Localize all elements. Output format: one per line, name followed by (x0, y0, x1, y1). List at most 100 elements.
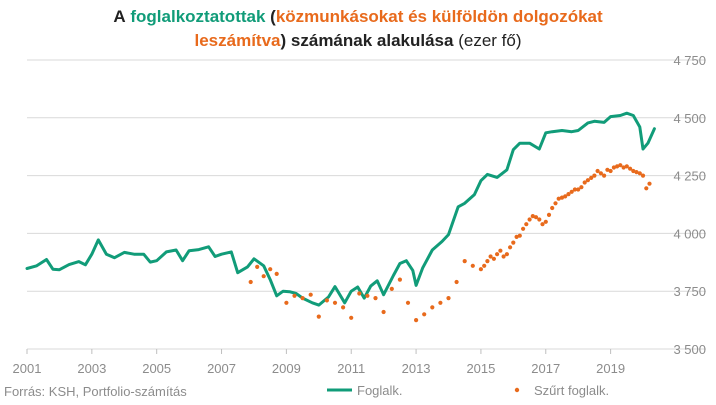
legend-label-szurt: Szűrt foglalk. (534, 383, 609, 398)
x-tick-label: 2013 (402, 361, 431, 376)
data-point-szurt (349, 315, 354, 320)
data-point-szurt (546, 212, 552, 217)
title-bold-text: számának alakulása (290, 31, 454, 50)
data-point-szurt (566, 192, 571, 197)
data-point-szurt (454, 279, 459, 285)
title-prefix: A (113, 7, 126, 26)
legend: Forrás: KSH, Portfolio-számítás Foglalk.… (4, 383, 609, 399)
data-point-szurt (543, 219, 548, 224)
data-point-szurt (488, 254, 493, 259)
x-tick-label: 2003 (77, 361, 106, 376)
title-open-paren: ( (270, 7, 276, 26)
data-point-szurt (589, 175, 594, 180)
data-point-szurt (292, 293, 297, 298)
data-point-szurt (631, 168, 636, 174)
axis-layer: 3 500 3 750 4 000 4 250 4 500 4 750 2001 2003 20… (13, 53, 706, 376)
data-point-szurt (624, 164, 629, 169)
data-point-szurt (248, 279, 253, 285)
data-point-szurt (381, 309, 386, 315)
y-tick-label: 3 500 (673, 342, 706, 357)
data-point-szurt (644, 186, 649, 191)
data-point-szurt (397, 277, 402, 282)
data-point-szurt (268, 267, 273, 272)
title-orange-text-1: közmunkásokat és külföldön dolgozókat (275, 7, 603, 26)
data-point-szurt (514, 234, 519, 239)
y-tick-label: 4 500 (673, 111, 706, 126)
data-point-szurt (634, 170, 639, 175)
data-point-szurt (478, 267, 483, 272)
x-tick-label: 2011 (337, 361, 365, 376)
data-point-szurt (524, 222, 529, 227)
series-layer (25, 111, 656, 323)
data-point-szurt (556, 196, 561, 201)
data-point-szurt (341, 305, 346, 310)
data-point-szurt (491, 256, 496, 261)
title-green-text: foglalkoztatottak (130, 7, 266, 26)
data-point-szurt (540, 222, 545, 227)
data-point-szurt (647, 181, 652, 186)
data-point-szurt (498, 248, 503, 253)
data-point-szurt (274, 271, 279, 276)
data-point-szurt (508, 245, 513, 250)
data-point-szurt (365, 293, 370, 298)
data-point-szurt (537, 217, 542, 222)
data-point-szurt (533, 215, 539, 220)
data-point-szurt (373, 296, 378, 301)
data-point-szurt (585, 178, 591, 183)
x-tick-label: 2007 (207, 361, 236, 376)
x-tick-label: 2019 (596, 361, 625, 376)
data-point-szurt (553, 201, 558, 206)
data-point-szurt (446, 296, 451, 301)
data-point-szurt (261, 274, 266, 279)
series-line-foglalk (25, 111, 656, 307)
data-point-szurt (422, 312, 427, 317)
data-point-szurt (572, 187, 578, 192)
data-point-szurt (255, 264, 260, 269)
data-point-szurt (615, 164, 620, 169)
data-point-szurt (462, 259, 467, 264)
data-point-szurt (611, 165, 617, 170)
data-point-szurt (308, 292, 313, 297)
data-point-szurt (637, 171, 642, 176)
x-tick-label: 2017 (531, 361, 560, 376)
title-unit: (ezer fő) (458, 31, 522, 50)
data-point-szurt (621, 165, 626, 170)
y-tick-label: 4 000 (673, 226, 706, 241)
y-tick-label: 4 250 (673, 169, 706, 184)
data-point-szurt (550, 205, 555, 211)
data-point-szurt (501, 254, 506, 259)
data-point-szurt (430, 305, 435, 310)
data-point-szurt (485, 259, 490, 264)
data-point-szurt (470, 263, 475, 268)
data-point-szurt (628, 166, 633, 171)
x-tick-label: 2009 (272, 361, 301, 376)
data-point-szurt (357, 291, 362, 296)
data-point-szurt (618, 163, 623, 168)
data-point-szurt (582, 180, 587, 185)
legend-label-foglalk: Foglalk. (357, 383, 403, 398)
data-point-szurt (640, 173, 646, 178)
data-point-szurt (414, 318, 419, 323)
data-point-szurt (517, 233, 522, 238)
data-point-szurt (605, 167, 610, 172)
x-tick-label: 2005 (142, 361, 171, 376)
title-orange-text-2: leszámítva (194, 31, 281, 50)
data-point-szurt (592, 173, 597, 178)
chart-title-line2: leszámítva) számának alakulása (ezer fő) (0, 30, 716, 52)
data-point-szurt (504, 252, 509, 257)
data-point-szurt (595, 168, 600, 174)
grid-layer (27, 59, 706, 350)
data-point-szurt (602, 173, 607, 178)
data-point-szurt (608, 168, 613, 174)
data-point-szurt (579, 185, 584, 190)
data-point-szurt (332, 300, 338, 305)
data-point-szurt (527, 217, 532, 222)
data-point-szurt (284, 300, 289, 305)
source-note: Forrás: KSH, Portfolio-számítás (4, 384, 187, 399)
data-point-szurt (316, 314, 321, 319)
data-point-szurt (576, 187, 581, 192)
chart-title-line1: A foglalkoztatottak (közmunkásokat és kü… (0, 6, 716, 28)
data-point-szurt (530, 214, 535, 219)
